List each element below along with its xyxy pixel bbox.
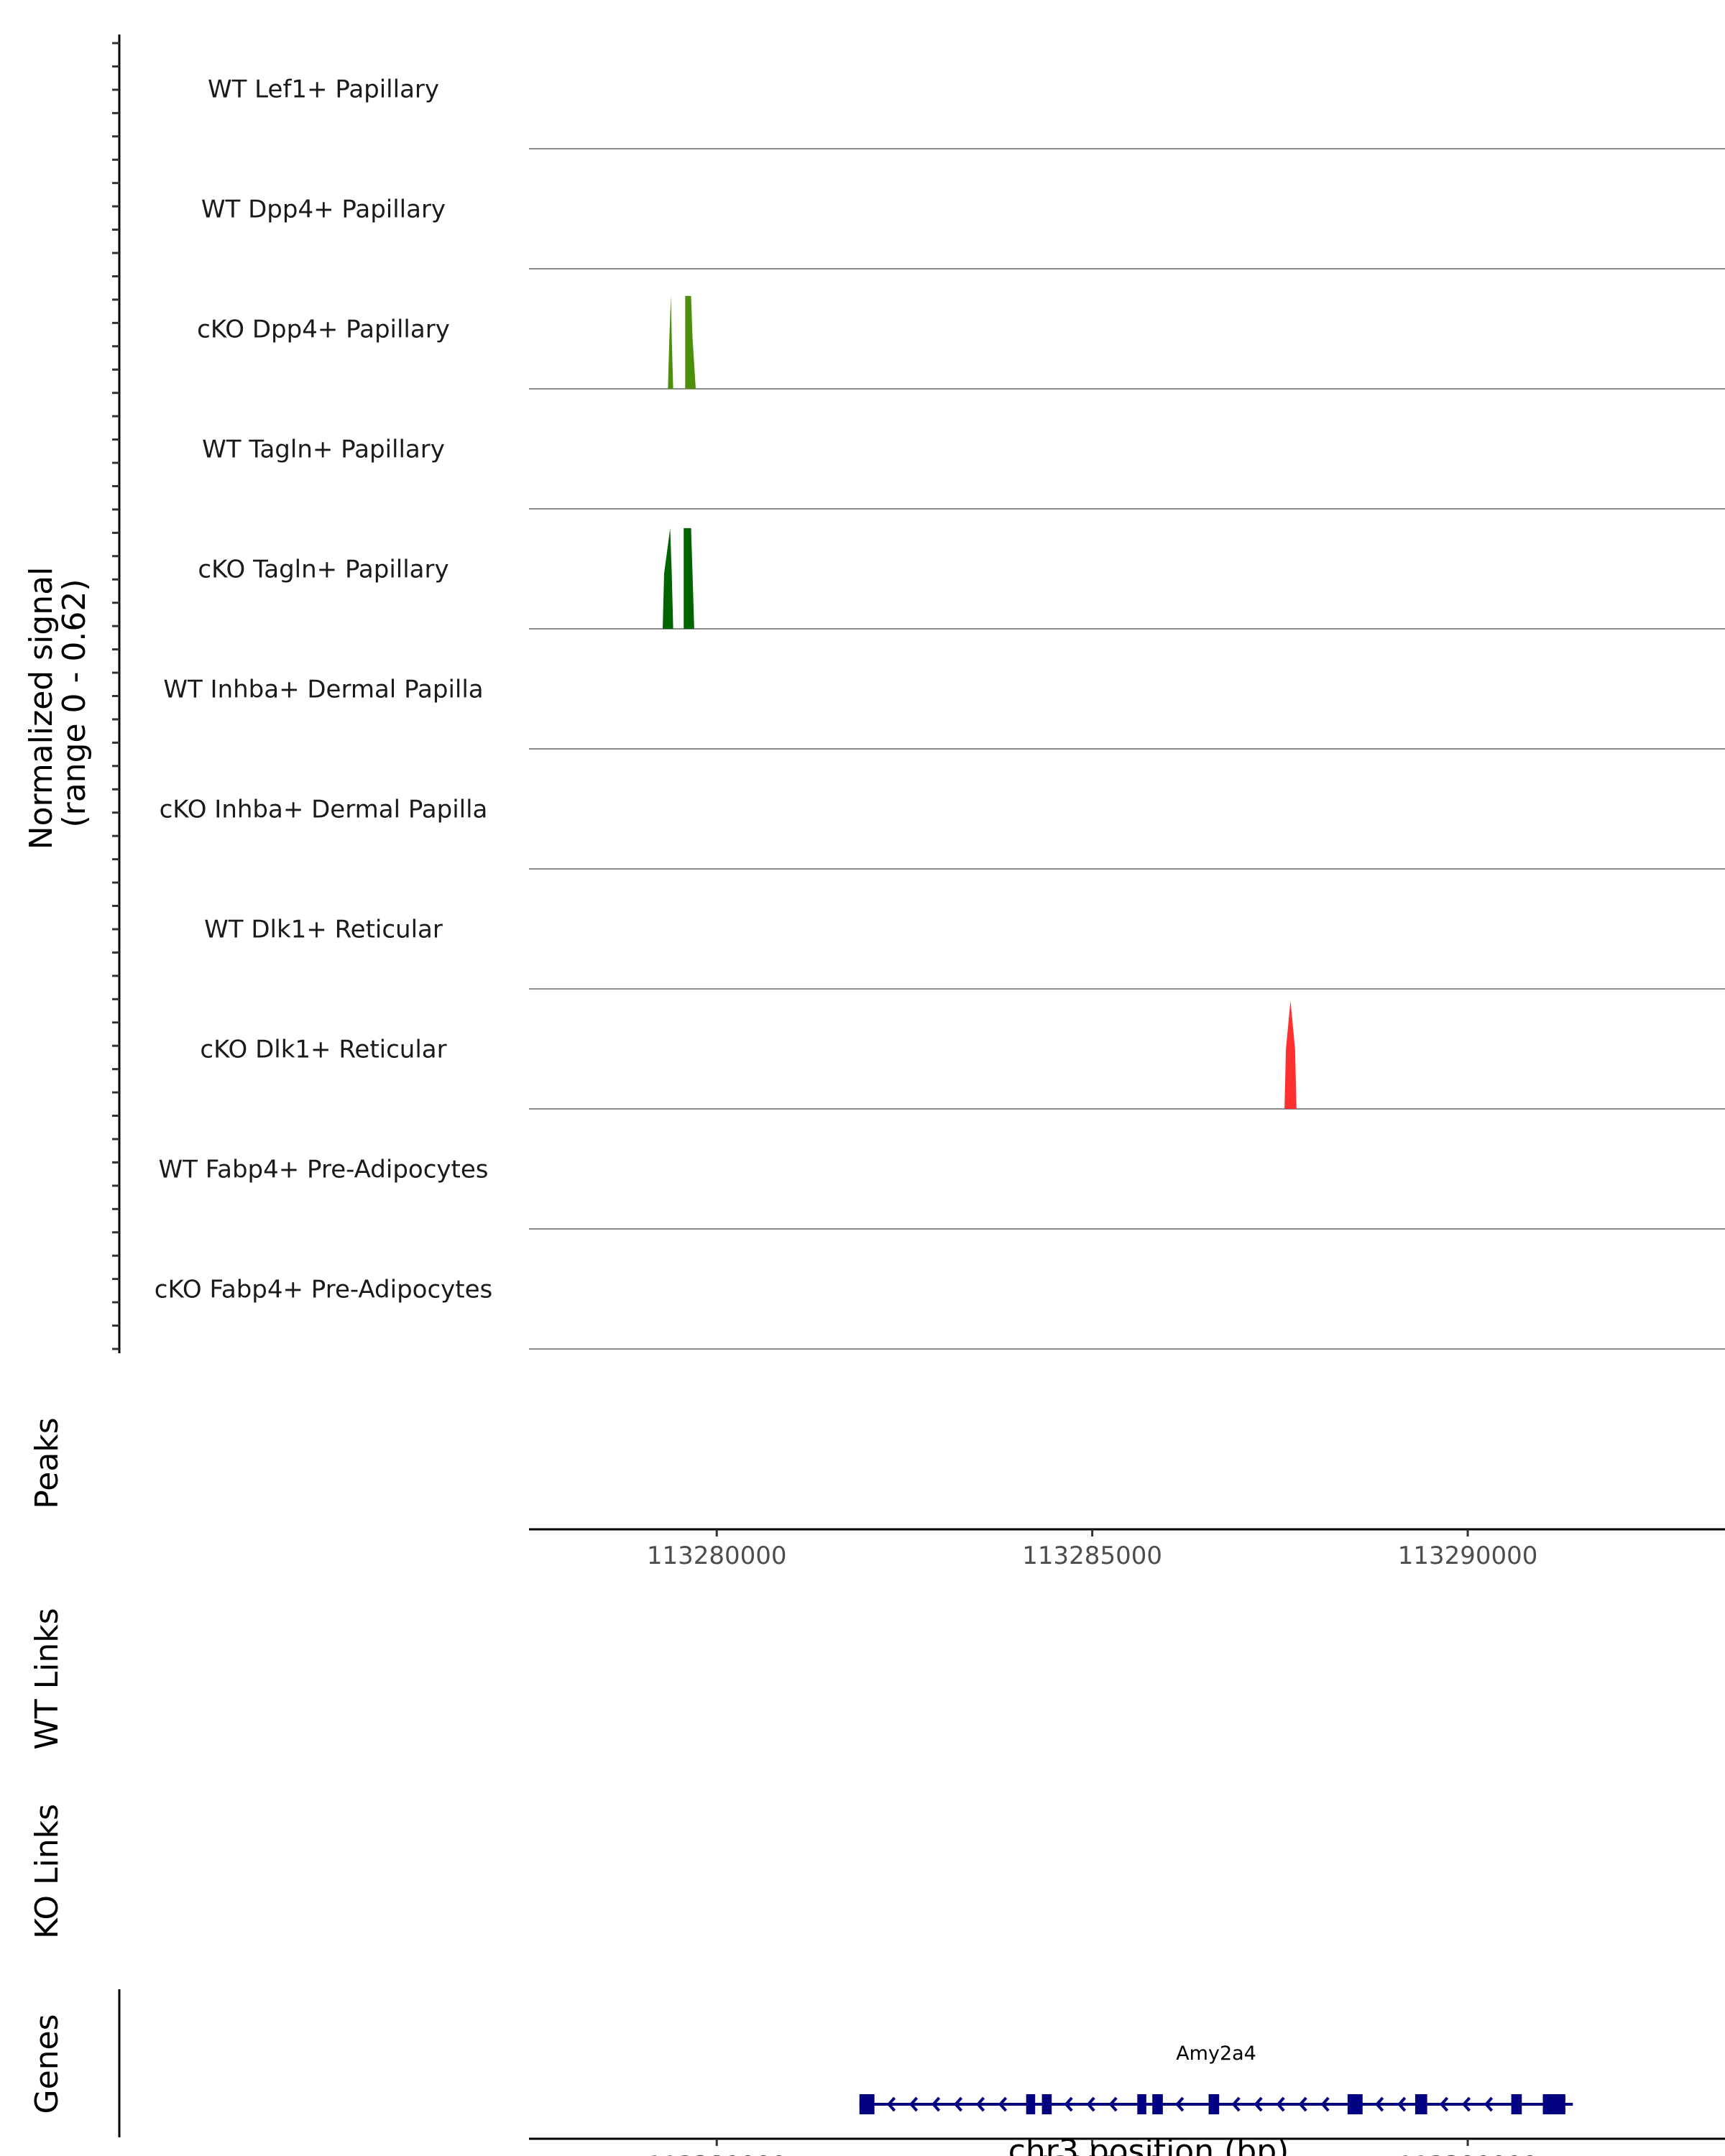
gene-exon [1511,2094,1522,2114]
track-11: cKO Fabp4+ Pre-Adipocytes [155,1276,1725,1350]
gene-exon [1137,2094,1146,2114]
track-5: cKO Tagln+ Papillary [198,528,1725,630]
strand-arrow [1397,2096,1407,2112]
x-axis-title: chr3 position (bp) [1008,2133,1289,2156]
coverage-peak [685,295,696,389]
gene-exon [1026,2094,1036,2114]
coverage-tracks: WT Lef1+ Papillary WT Dpp4+ Papillary cKO … [155,75,1725,1350]
strand-arrow [931,2096,941,2112]
x-tick-label: 113290000 [1398,1542,1538,1570]
strand-arrow [975,2096,985,2112]
strand-arrow [1439,2096,1449,2112]
track-label: WT Fabp4+ Pre-Adipocytes [159,1156,489,1184]
strand-arrow [1108,2096,1118,2112]
strand-arrow [1461,2096,1471,2112]
track-label: WT Inhba+ Dermal Papilla [163,676,483,704]
coverage-peak [684,528,694,629]
gene-name-label: Amy2a4 [1176,2042,1256,2065]
x-tick-label: 113285000 [1022,1542,1162,1570]
track-9: cKO Dlk1+ Reticular [200,1000,1725,1110]
track-label: cKO Dpp4+ Papillary [197,315,450,344]
strand-arrow [1086,2096,1095,2112]
track-label: WT Tagln+ Papillary [202,436,445,464]
track-label: cKO Tagln+ Papillary [198,556,448,584]
x-axis-upper: 113280000 113285000 113290000 [529,1528,1725,1570]
strand-arrow [1064,2096,1073,2112]
wt-links-panel-label: WT Links [29,1608,65,1749]
gene-exon [859,2094,875,2114]
strand-arrow [1276,2096,1285,2112]
track-6: WT Inhba+ Dermal Papilla [163,676,1725,750]
track-label: WT Dpp4+ Papillary [201,195,446,224]
x-tick-label: 113280000 [647,2151,787,2156]
strand-arrow [1484,2096,1494,2112]
coverage-y-axis [112,34,121,1353]
genes-panel-label: Genes [29,2014,65,2114]
strand-arrow [908,2096,919,2112]
coverage-y-label-line1: Normalized signal [23,567,60,850]
track-4: WT Tagln+ Papillary [202,436,1725,510]
x-axis-lower: 113280000 113285000 113290000 [529,2137,1725,2156]
gene-exon [1208,2094,1220,2114]
x-tick-label: 113280000 [647,1542,787,1570]
track-10: WT Fabp4+ Pre-Adipocytes [159,1156,1725,1230]
track-label: WT Lef1+ Papillary [208,75,439,104]
strand-arrow [1375,2096,1384,2112]
strand-arrow [953,2096,963,2112]
coverage-y-label-line2: (range 0 - 0.62) [56,579,93,827]
track-1: WT Lef1+ Papillary [208,75,1725,149]
gene-exon [1542,2094,1565,2114]
strand-arrow [998,2096,1008,2112]
gene-model [859,2094,1573,2114]
track-3: cKO Dpp4+ Papillary [197,295,1725,390]
x-tick-label: 113290000 [1398,2151,1538,2156]
ko-links-panel-label: KO Links [29,1804,65,1939]
track-label: cKO Dlk1+ Reticular [200,1036,446,1064]
coverage-y-label: Normalized signal (range 0 - 0.62) [23,557,93,850]
strand-arrow [886,2096,896,2112]
track-label: cKO Inhba+ Dermal Papilla [160,796,488,824]
track-7: cKO Inhba+ Dermal Papilla [160,796,1725,870]
track-label: cKO Fabp4+ Pre-Adipocytes [155,1276,493,1304]
coverage-peak [662,528,673,629]
gene-exon [1347,2094,1363,2114]
strand-arrow [1254,2096,1263,2112]
coverage-peak [1284,1000,1297,1109]
coverage-peak [668,295,673,389]
track-label: WT Dlk1+ Reticular [204,916,443,944]
strand-arrow [1298,2096,1307,2112]
x-tick-label: 113285000 [1022,2151,1162,2156]
track-8: WT Dlk1+ Reticular [204,916,1725,990]
peaks-panel-label: Peaks [29,1417,65,1508]
strand-arrow [1320,2096,1330,2112]
track-2: WT Dpp4+ Papillary [201,195,1725,270]
gene-exon [1041,2094,1052,2114]
gene-exon [1152,2094,1163,2114]
gene-exon [1414,2094,1427,2114]
strand-arrow [1175,2096,1184,2112]
strand-arrow [1231,2096,1241,2112]
